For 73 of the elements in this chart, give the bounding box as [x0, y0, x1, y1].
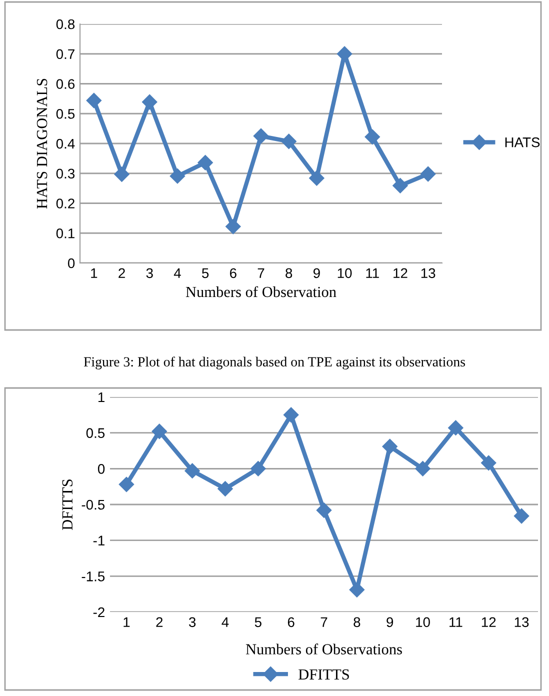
point — [226, 218, 241, 234]
x-tick-label: 7 — [320, 617, 328, 627]
x-tick-label: 9 — [313, 268, 320, 278]
point — [514, 508, 530, 524]
y-tick-label: 0.3 — [56, 168, 75, 179]
x-tick-label: 11 — [366, 268, 379, 278]
y-tick-label: 0.7 — [56, 49, 74, 60]
x-tick-label: 5 — [202, 268, 209, 278]
legend-label: DFITTS — [298, 669, 349, 680]
point — [86, 92, 102, 108]
x-axis-title: Numbers of Observations — [246, 644, 402, 654]
x-tick-label: 7 — [258, 268, 264, 278]
point — [250, 461, 266, 476]
x-axis-title: Numbers of Observation — [186, 286, 336, 298]
x-tick-label: 8 — [286, 268, 292, 278]
point — [316, 502, 332, 518]
point — [114, 166, 130, 182]
y-tick-label: 0.2 — [56, 198, 74, 208]
x-tick-label: 13 — [421, 268, 436, 278]
y-tick-label: 0 — [68, 258, 75, 268]
y-tick-label: 0.6 — [56, 79, 75, 89]
y-tick-label: 0.4 — [56, 138, 75, 149]
point — [170, 168, 186, 184]
x-tick-label: 12 — [482, 617, 496, 627]
point — [253, 128, 269, 144]
point — [481, 455, 496, 471]
y-tick-label: 1 — [98, 392, 104, 402]
y-tick-label: -2 — [93, 607, 104, 618]
point — [118, 476, 134, 492]
y-tick-label: -0.5 — [82, 500, 105, 510]
x-tick-label: 6 — [288, 617, 294, 628]
x-tick-label: 4 — [174, 268, 181, 278]
x-tick-label: 2 — [156, 617, 163, 627]
y-tick-label: -1.5 — [82, 572, 105, 582]
point — [142, 94, 158, 110]
x-tick-label: 1 — [124, 617, 130, 627]
point — [448, 420, 464, 436]
point — [382, 438, 398, 454]
point — [420, 166, 436, 182]
x-tick-label: 5 — [254, 617, 262, 628]
point — [415, 461, 430, 476]
x-tick-label: 4 — [222, 617, 229, 627]
point — [281, 134, 296, 149]
point — [152, 424, 167, 439]
point — [284, 407, 299, 422]
x-tick-label: 3 — [146, 268, 153, 278]
point — [392, 178, 408, 194]
x-tick-label: 13 — [514, 617, 529, 628]
point — [198, 155, 213, 170]
x-tick-label: 10 — [338, 268, 352, 278]
y-tick-label: 0.5 — [56, 108, 75, 119]
x-tick-label: 6 — [230, 268, 236, 278]
x-tick-label: 8 — [354, 617, 360, 628]
x-tick-label: 11 — [450, 617, 462, 627]
x-tick-label: 9 — [386, 617, 394, 628]
y-tick-label: 0.1 — [56, 228, 74, 238]
x-tick-label: 10 — [416, 617, 430, 628]
y-axis-title: DFITTS — [62, 480, 73, 530]
x-tick-label: 2 — [118, 268, 125, 278]
legend-label: HATS — [505, 137, 540, 148]
point — [364, 129, 380, 144]
y-tick-label: 0.5 — [86, 428, 105, 438]
y-tick-label: 0.8 — [56, 19, 75, 30]
y-axis-title: HATS DIAGONALS — [36, 78, 48, 209]
point — [184, 463, 200, 478]
point — [309, 170, 324, 186]
caption: Figure 3: Plot of hat diagonals based on TPE against its observations — [84, 356, 466, 370]
point — [218, 481, 233, 496]
point — [349, 582, 364, 598]
x-tick-label: 3 — [188, 617, 196, 628]
y-tick-label: 0 — [98, 464, 105, 474]
y-tick-label: -1 — [93, 536, 104, 546]
x-tick-label: 12 — [394, 268, 408, 278]
